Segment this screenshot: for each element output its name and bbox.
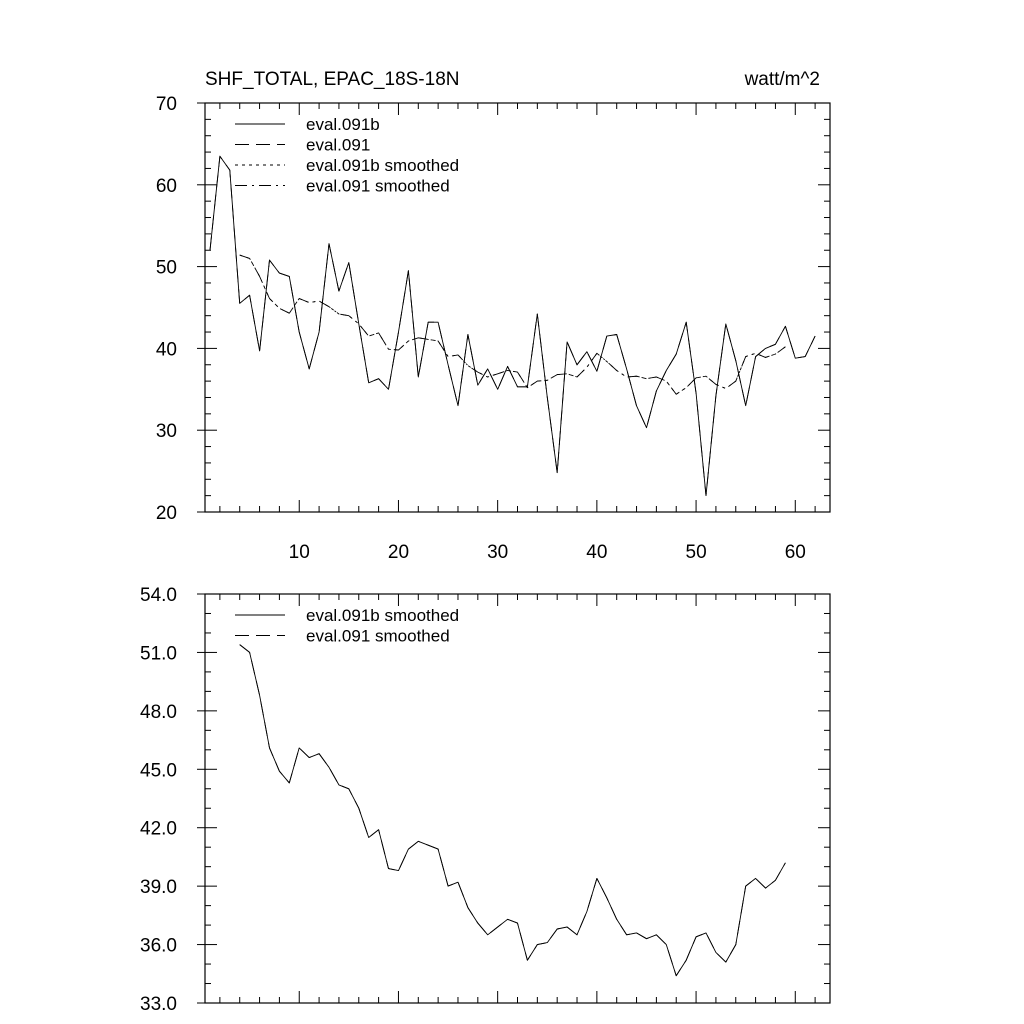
legend-label: eval.091 smoothed xyxy=(306,177,450,196)
series-line-eval-091-smoothed xyxy=(239,644,786,977)
x-tick-label: 30 xyxy=(487,542,508,563)
tick-marks xyxy=(197,102,830,513)
y-tick-label: 54.0 xyxy=(140,585,177,606)
y-tick-label: 60 xyxy=(156,176,177,197)
top-panel: SHF_TOTAL, EPAC_18S-18N watt/m^2 10 20 30 40 5… xyxy=(156,69,831,563)
y-tick-label: 45.0 xyxy=(140,760,177,781)
tick-marks xyxy=(197,593,830,1004)
legend-label: eval.091b smoothed xyxy=(306,156,459,175)
y-tick-label: 51.0 xyxy=(140,643,177,664)
x-tick-label: 40 xyxy=(586,542,607,563)
x-tick-label: 60 xyxy=(785,542,806,563)
y-tick-label: 33.0 xyxy=(140,994,177,1015)
chart-title: SHF_TOTAL, EPAC_18S-18N xyxy=(205,69,460,90)
y-tick-label: 20 xyxy=(156,503,177,524)
legend-label: eval.091b xyxy=(306,115,380,134)
y-tick-label: 30 xyxy=(156,421,177,442)
y-tick-label: 40 xyxy=(156,339,177,360)
legend: eval.091b smoothed eval.091 smoothed xyxy=(235,606,459,646)
legend-label: eval.091b smoothed xyxy=(306,606,459,625)
y-tick-label: 50 xyxy=(156,258,177,279)
series-line-eval-091-smoothed xyxy=(239,254,786,395)
legend-label: eval.091 smoothed xyxy=(306,627,450,646)
y-tick-label: 39.0 xyxy=(140,877,177,898)
x-tick-label: 10 xyxy=(289,542,310,563)
y-tick-label: 48.0 xyxy=(140,702,177,723)
x-tick-label: 20 xyxy=(388,542,409,563)
y-tick-label: 42.0 xyxy=(140,819,177,840)
x-tick-label: 50 xyxy=(686,542,707,563)
y-tick-label: 36.0 xyxy=(140,936,177,957)
y-tick-label: 70 xyxy=(156,94,177,115)
units-label: watt/m^2 xyxy=(744,69,820,90)
legend-label: eval.091 xyxy=(306,136,370,155)
bottom-panel: 33.0 36.0 39.0 42.0 45.0 48.0 51.0 54.0 eval.091… xyxy=(140,585,831,1015)
series-line-eval-091 xyxy=(209,155,816,497)
